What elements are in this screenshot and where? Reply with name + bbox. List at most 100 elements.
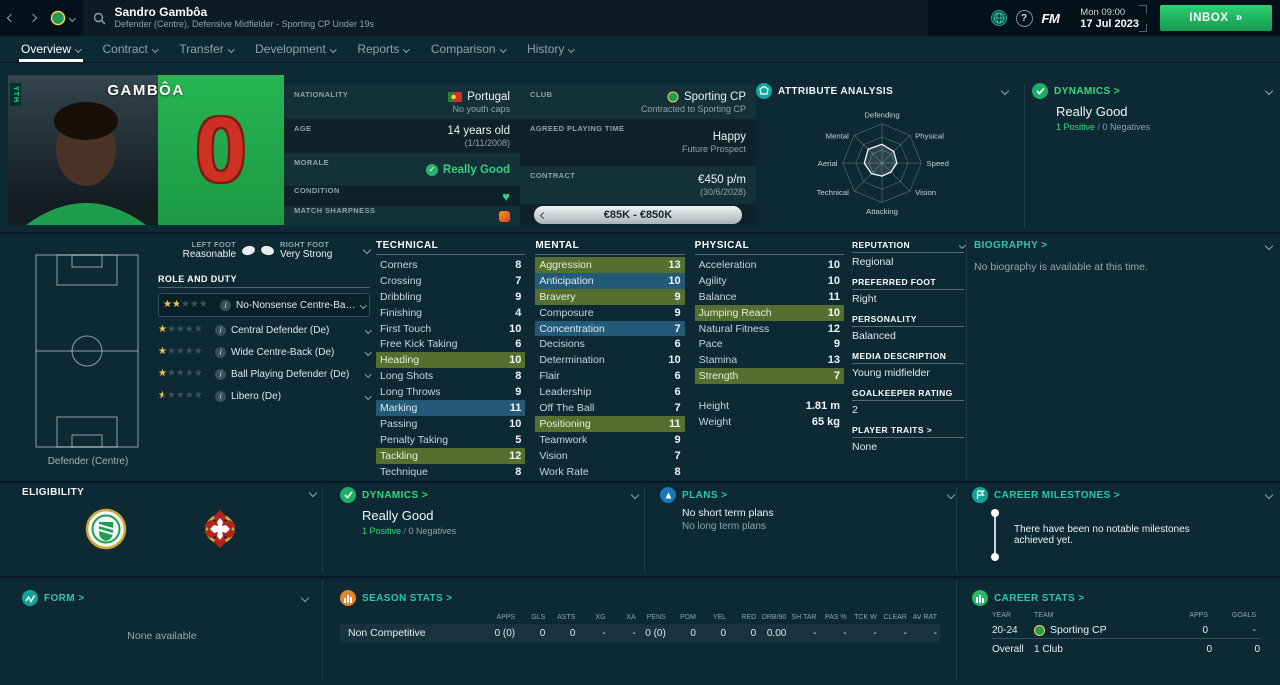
tab-overview[interactable]: Overview — [10, 36, 92, 62]
season-stats-panel: SEASON STATS > APPS GLS ASTS XG XA PENS POM… — [326, 580, 950, 680]
attribute-row: Passing 10 — [380, 417, 522, 430]
collapse-chevron-icon[interactable] — [958, 241, 965, 249]
goalkeeper-rating-section: GOALKEEPER RATING 2 — [852, 388, 964, 416]
contract-expiry: (30/6/2028) — [699, 186, 746, 197]
collapse-chevron-icon[interactable] — [1264, 86, 1274, 96]
player-traits-link[interactable]: PLAYER TRAITS > — [852, 425, 933, 435]
collapse-chevron-icon[interactable] — [1264, 490, 1274, 500]
personality-section: PERSONALITY Balanced — [852, 314, 964, 342]
wage-value: €450 p/m — [698, 173, 746, 186]
reputation-value: Regional — [852, 256, 894, 268]
attribute-row: Vision 7 — [539, 449, 681, 462]
chevron-down-icon — [364, 370, 371, 378]
info-icon: i — [215, 368, 226, 380]
left-foot: LEFT FOOT Reasonable — [182, 240, 236, 260]
season-stats-title[interactable]: SEASON STATS > — [362, 592, 453, 604]
dynamics-icon — [1032, 83, 1048, 99]
collapse-chevron-icon[interactable] — [630, 490, 640, 500]
collapse-chevron-icon[interactable] — [300, 593, 310, 603]
career-stats-panel: CAREER STATS > YEAR TEAM APPS GOALS 20-2… — [958, 580, 1272, 680]
tab-comparison[interactable]: Comparison — [420, 36, 516, 62]
player-photo-card: YTH 0 GAMBÔA — [8, 75, 284, 225]
biography-text: No biography is available at this time. — [974, 261, 1148, 273]
help-icon[interactable]: ? — [1015, 9, 1033, 27]
career-stats-overall-row: Overall 1 Club 0 0 — [992, 638, 1260, 660]
transfer-value-pill[interactable]: €85K - €850K — [534, 206, 742, 224]
player-silhouette — [26, 102, 146, 225]
player-jersey: 0 — [158, 75, 284, 225]
left-foot-icon — [241, 244, 256, 256]
collapse-chevron-icon[interactable] — [1000, 86, 1010, 96]
attribute-row: First Touch 10 — [380, 322, 522, 335]
chevron-down-icon — [359, 301, 366, 309]
career-team[interactable]: Sporting CP — [1034, 622, 1170, 638]
club-value[interactable]: Sporting CP — [641, 91, 746, 103]
role-option[interactable]: ★★★★★★★★★★ i Ball Playing Defender (De) — [158, 363, 371, 385]
tab-development[interactable]: Development — [244, 36, 346, 62]
collapse-chevron-icon[interactable] — [362, 245, 372, 255]
chevron-down-icon — [364, 392, 371, 400]
nationality-value[interactable]: Portugal — [448, 91, 510, 103]
tab-contract[interactable]: Contract — [92, 36, 169, 62]
collapse-chevron-icon[interactable] — [946, 490, 956, 500]
attribute-row-highlighted: Jumping Reach 10 — [694, 304, 844, 321]
club-crest-icon[interactable] — [50, 10, 66, 26]
attribute-row-highlighted: Strength 7 — [694, 368, 844, 385]
plans-title[interactable]: PLANS > — [682, 489, 728, 501]
age-row: AGE 14 years old (1/11/2008) — [284, 119, 520, 153]
player-surname: GAMBÔA — [107, 82, 185, 99]
milestones-icon — [972, 487, 988, 503]
attribute-row: Flair 6 — [539, 370, 681, 383]
inbox-button[interactable]: INBOX» — [1160, 5, 1272, 31]
milestones-title[interactable]: CAREER MILESTONES > — [994, 489, 1121, 501]
playing-time-row: AGREED PLAYING TIME Happy Future Prospec… — [520, 119, 756, 166]
role-option[interactable]: ★★★★★★★★★★ i Libero (De) — [158, 385, 371, 407]
dynamics-title[interactable]: DYNAMICS > — [1054, 85, 1120, 97]
collapse-chevron-icon[interactable] — [1264, 241, 1274, 250]
tab-reports[interactable]: Reports — [346, 36, 420, 62]
right-foot-icon — [260, 244, 275, 256]
form-icon — [22, 590, 38, 606]
dynamics-icon — [340, 487, 356, 503]
attribute-row-highlighted: Positioning 11 — [535, 415, 685, 432]
svg-text:Physical: Physical — [915, 131, 944, 140]
career-stats-table: YEAR TEAM APPS GOALS 20-24 Sporting CP 0… — [992, 606, 1260, 638]
form-title[interactable]: FORM > — [44, 592, 85, 604]
attribute-row-highlighted: Concentration 7 — [535, 320, 685, 337]
player-photo — [8, 75, 158, 225]
forward-button[interactable] — [22, 0, 44, 36]
player-search-bar[interactable]: Sandro Gambôa Defender (Centre), Defensi… — [82, 0, 928, 36]
career-year: 20-24 — [992, 624, 1018, 636]
biography-title[interactable]: BIOGRAPHY > — [974, 240, 1048, 251]
right-foot: RIGHT FOOT Very Strong — [280, 240, 333, 260]
world-icon[interactable] — [990, 10, 1007, 26]
attribute-row: Off The Ball 7 — [539, 401, 681, 414]
role-option[interactable]: ★★★★★★★★★★ i Wide Centre-Back (De) — [158, 341, 371, 363]
attribute-row: Pace 9 — [698, 338, 840, 351]
back-button[interactable] — [0, 0, 22, 36]
collapse-chevron-icon[interactable] — [308, 488, 318, 497]
role-select[interactable]: ★★★★★★★★★★ i No-Nonsense Centre-Bac... — [158, 293, 370, 317]
season-stats-icon — [340, 590, 356, 606]
player-traits-section: PLAYER TRAITS > None — [852, 425, 964, 453]
morale-check-icon: ✓ — [425, 163, 438, 176]
role-option[interactable]: ★★★★★★★★★★ i Central Defender (De) — [158, 319, 371, 341]
chevron-down-icon[interactable] — [69, 14, 76, 22]
svg-text:Vision: Vision — [915, 188, 936, 197]
tab-history[interactable]: History — [516, 36, 585, 62]
technical-column: TECHNICAL Corners 8 Crossing 7 Dribbling 9 … — [376, 240, 526, 482]
chevron-down-icon — [364, 326, 371, 334]
dynamics-title[interactable]: DYNAMICS > — [362, 489, 428, 501]
youth-badge: YTH — [10, 83, 21, 106]
position-pitch — [34, 253, 140, 454]
career-stats-title[interactable]: CAREER STATS > — [994, 592, 1085, 604]
birth-date: (1/11/2008) — [464, 137, 510, 148]
fm-logo[interactable]: FM — [1041, 10, 1060, 26]
attribute-row: Work Rate 8 — [539, 465, 681, 478]
attribute-row: Free Kick Taking 6 — [380, 338, 522, 351]
attribute-row: Stamina 13 — [698, 354, 840, 367]
tab-transfer[interactable]: Transfer — [168, 36, 244, 62]
attribute-row: Crossing 7 — [380, 274, 522, 287]
form-panel: FORM > None available — [8, 580, 316, 680]
value-row: €85K - €850K — [520, 204, 756, 226]
